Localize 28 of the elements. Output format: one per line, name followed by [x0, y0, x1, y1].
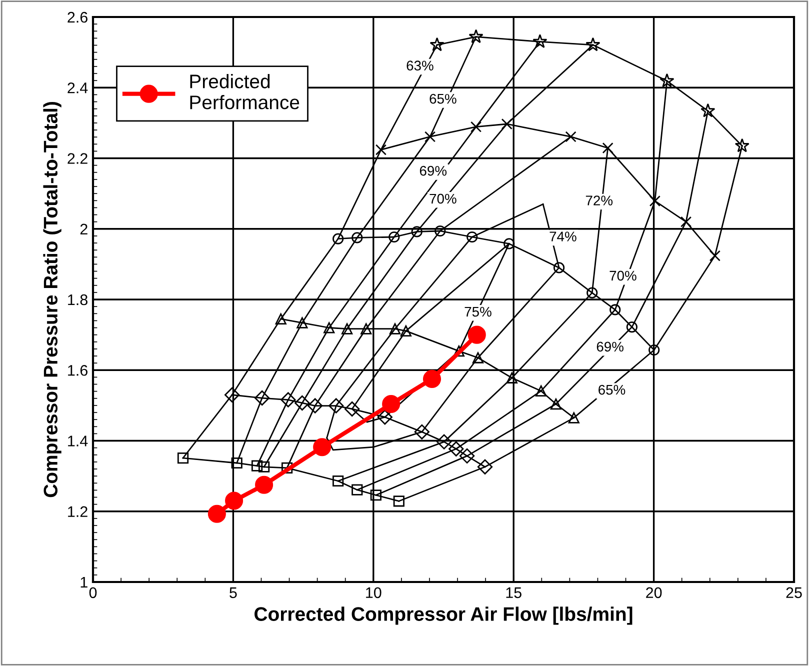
annotation: 65% [598, 384, 626, 395]
y-axis-title: Compressor Pressure Ratio (Total-to-Total) [43, 102, 62, 498]
annotation: 72% [586, 196, 613, 206]
annotation: 69% [596, 342, 624, 352]
y-tick-label: 2 [80, 224, 88, 234]
y-tick-label: 2.2 [68, 153, 88, 164]
annotation: 75% [464, 306, 492, 317]
y-tick-label: 2.6 [68, 12, 88, 23]
y-tick-label: 1.4 [68, 436, 88, 446]
y-tick-label: 1.2 [68, 506, 88, 517]
x-tick-label: 5 [230, 587, 237, 598]
x-tick-label: 20 [646, 587, 662, 598]
annotation: 70% [610, 270, 636, 281]
x-axis-title: Corrected Compressor Air Flow [lbs/min] [254, 606, 632, 625]
annotation: 70% [430, 194, 456, 204]
y-tick-label: 1.8 [68, 294, 88, 306]
annotation: 65% [430, 94, 456, 104]
x-tick-label: 0 [89, 587, 97, 598]
y-tick-label: 1.6 [68, 364, 88, 376]
legend-label: Predicted Performance [190, 74, 300, 110]
x-tick-label: 15 [506, 587, 522, 598]
annotation: 63% [406, 60, 434, 71]
x-tick-label: 10 [366, 587, 382, 598]
x-tick-label: 25 [786, 587, 802, 598]
y-tick-label: 2.4 [68, 82, 88, 94]
y-tick-label: 1 [80, 577, 88, 588]
annotation: 69% [420, 166, 447, 176]
annotation: 74% [550, 232, 576, 242]
